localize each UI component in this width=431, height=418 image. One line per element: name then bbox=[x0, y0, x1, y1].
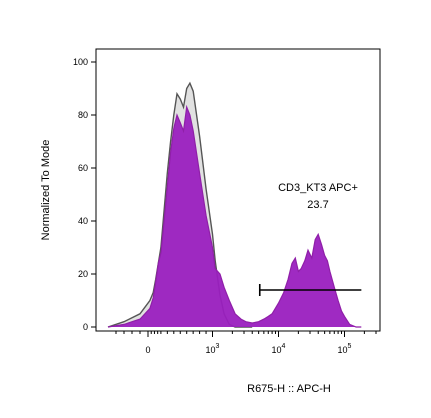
y-tick-label: 80 bbox=[78, 110, 88, 120]
x-tick-label: 104 bbox=[272, 343, 286, 355]
y-axis-title: Normalized To Mode bbox=[40, 140, 52, 241]
series-0-line bbox=[107, 104, 362, 328]
axis-layer: 0 20 40 60 80 100 0 103 104 105 bbox=[73, 57, 377, 355]
x-axis-title: R675-H :: APC-H bbox=[247, 383, 331, 395]
y-tick-label: 40 bbox=[78, 216, 88, 226]
gate-name-label: CD3_KT3 APC+ bbox=[278, 182, 358, 194]
y-tick-label: 100 bbox=[73, 57, 88, 67]
y-tick-label: 60 bbox=[78, 163, 88, 173]
x-tick-label: 0 bbox=[145, 345, 150, 355]
x-tick-label: 103 bbox=[206, 343, 220, 355]
y-tick-label: 20 bbox=[78, 269, 88, 279]
gate-layer: CD3_KT3 APC+ 23.7 bbox=[258, 182, 362, 296]
x-tick-label: 105 bbox=[338, 343, 352, 355]
y-tick-label: 0 bbox=[83, 322, 88, 332]
series-layer bbox=[107, 81, 362, 328]
gate-value-label: 23.7 bbox=[307, 199, 328, 211]
plot-frame bbox=[95, 48, 381, 332]
series-0-area bbox=[108, 107, 362, 327]
